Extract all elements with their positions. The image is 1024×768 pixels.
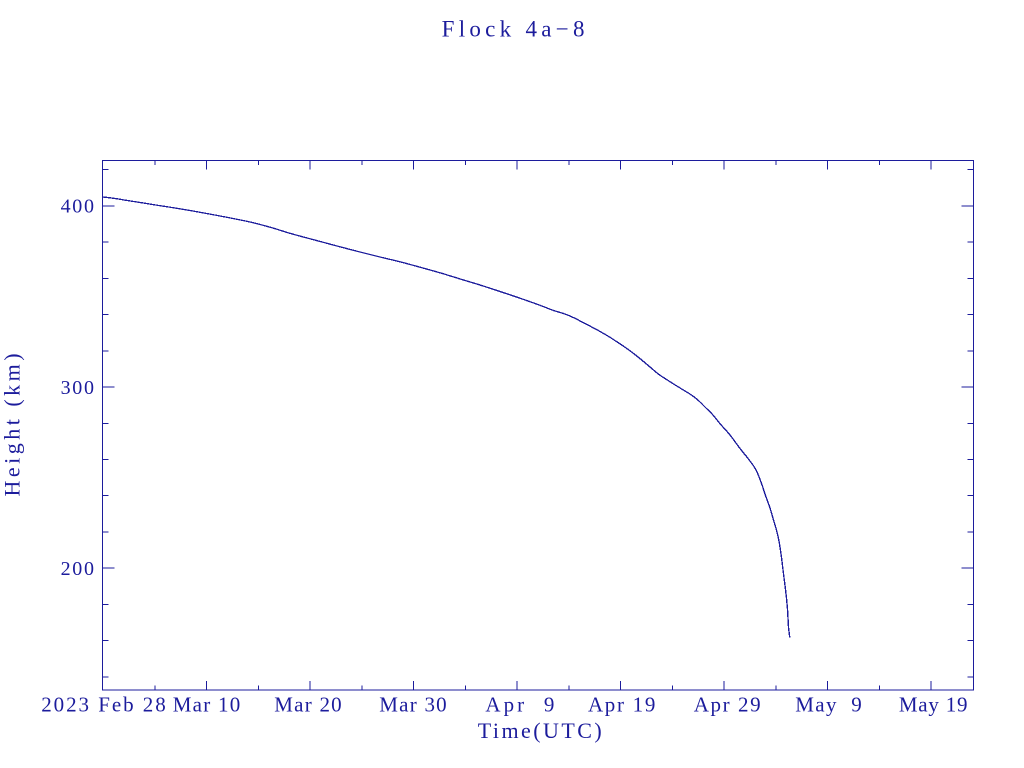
svg-text:Apr 29: Apr 29 [694,693,763,717]
svg-text:Mar 10: Mar 10 [173,693,242,717]
svg-text:Apr 9: Apr 9 [485,693,557,717]
svg-text:May 19: May 19 [899,693,969,717]
svg-text:200: 200 [61,558,96,580]
svg-text:Mar 20: Mar 20 [274,693,343,717]
svg-text:Mar 30: Mar 30 [379,693,448,717]
svg-text:300: 300 [61,377,96,399]
svg-text:Height (km): Height (km) [0,350,25,497]
svg-text:Time(UTC): Time(UTC) [478,718,604,743]
svg-text:Flock 4a−8: Flock 4a−8 [442,17,589,42]
svg-text:2023 Feb 28: 2023 Feb 28 [41,693,167,717]
svg-text:400: 400 [61,196,96,218]
svg-text:Apr 19: Apr 19 [588,693,657,717]
svg-text:May 9: May 9 [795,693,863,717]
